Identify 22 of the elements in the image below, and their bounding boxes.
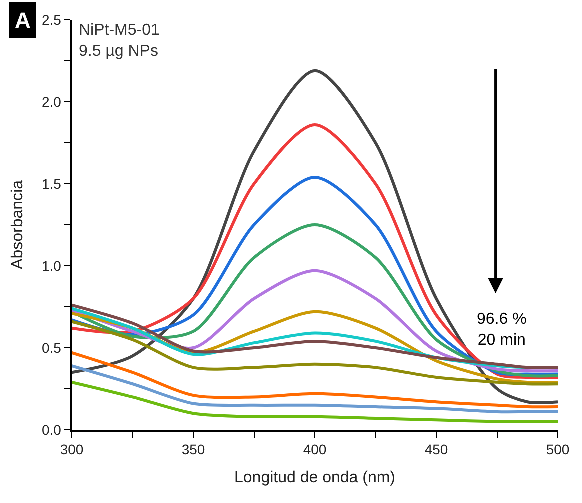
text: A bbox=[15, 8, 31, 33]
y-tick-label: 0.0 bbox=[42, 422, 62, 438]
x-tick-label: 300 bbox=[60, 442, 84, 458]
x-tick-label: 450 bbox=[424, 442, 448, 458]
annotation: NiPt-M5-01 bbox=[79, 22, 160, 39]
y-tick-label: 2.0 bbox=[42, 94, 62, 110]
line-series bbox=[72, 380, 558, 424]
y-tick-label: 1.5 bbox=[42, 176, 62, 192]
x-axis-title: Longitud de onda (nm) bbox=[234, 470, 396, 487]
y-tick-label: 1.0 bbox=[42, 258, 62, 274]
line-series bbox=[72, 69, 558, 404]
line-series bbox=[72, 351, 558, 409]
x-tick-label: 350 bbox=[182, 442, 206, 458]
annotation: 9.5 µg NPs bbox=[79, 42, 158, 60]
y-tick-label: 2.5 bbox=[42, 12, 62, 28]
x-tick-label: 400 bbox=[303, 442, 327, 458]
line-series bbox=[72, 123, 558, 380]
y-tick-label: 0.5 bbox=[42, 340, 62, 356]
x-tick-label: 500 bbox=[546, 442, 570, 458]
line-series bbox=[72, 364, 558, 414]
y-axis-title: Absorbancia bbox=[9, 180, 26, 270]
annotation: 96.6 % 20 min bbox=[477, 311, 527, 349]
